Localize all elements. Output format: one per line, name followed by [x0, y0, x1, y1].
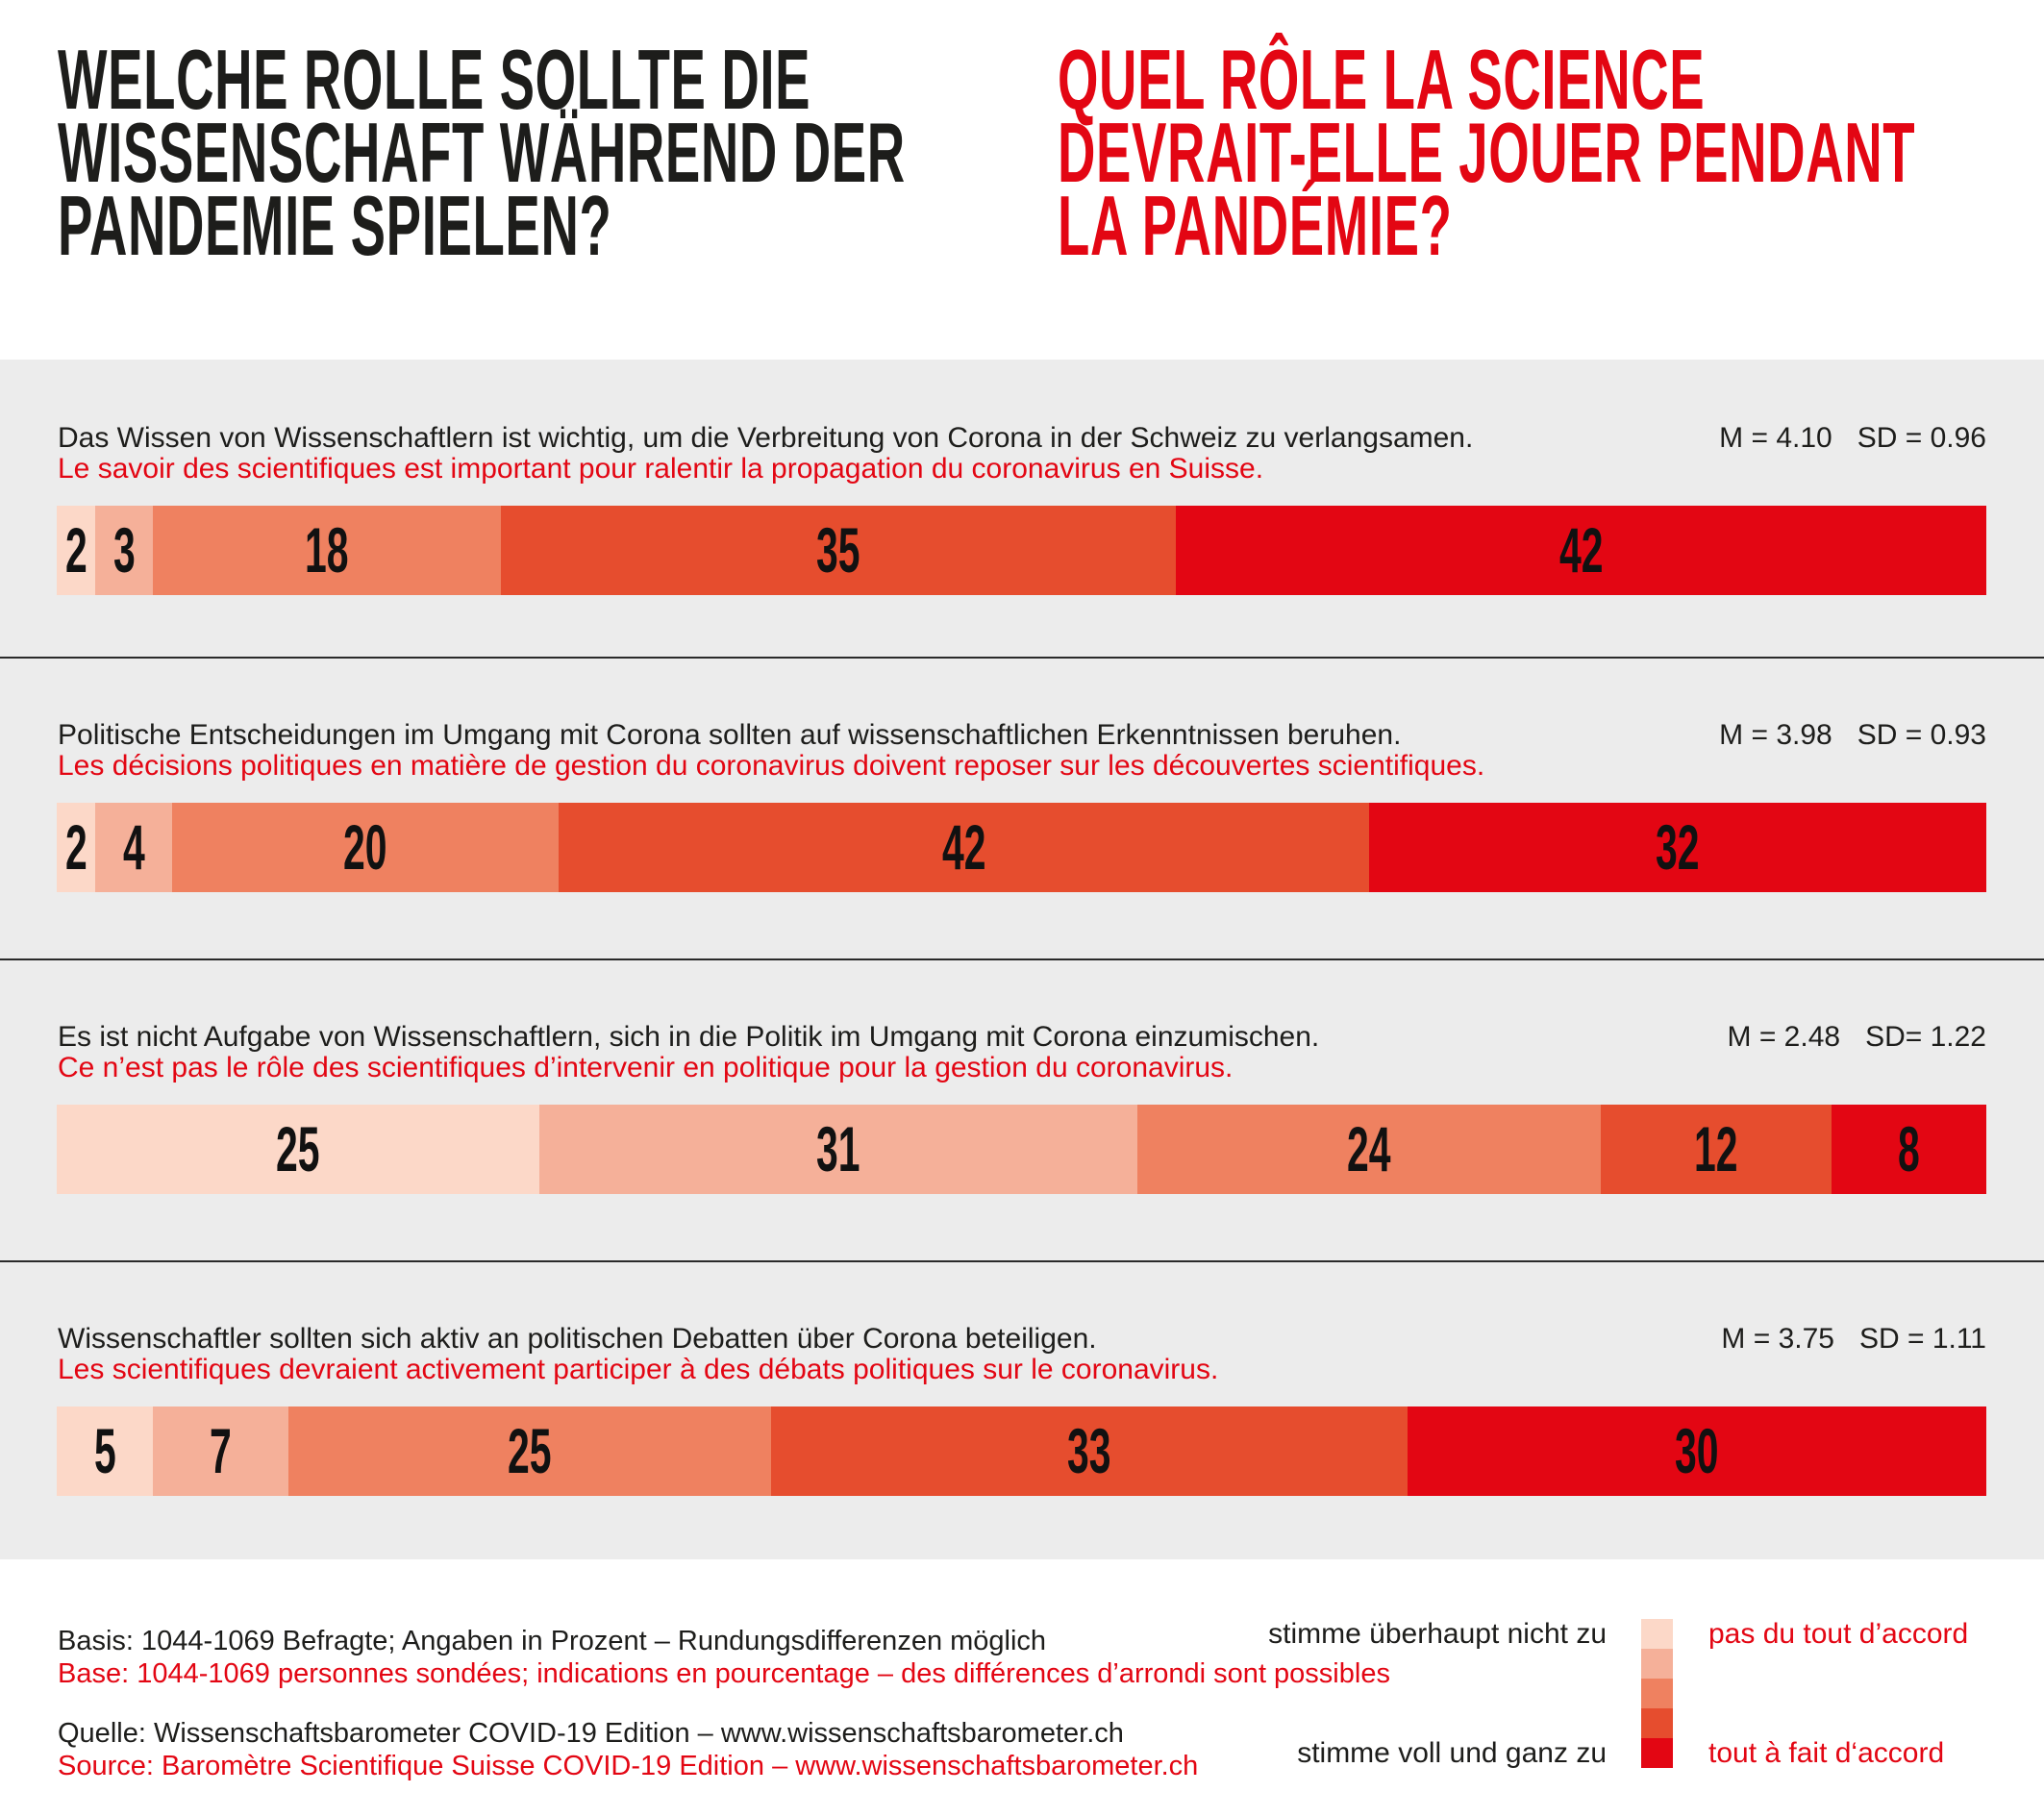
question-text-german: Wissenschaftler sollten sich aktiv an po… — [58, 1323, 1097, 1355]
legend-swatch — [1641, 1708, 1673, 1738]
bar-segment-value: 2 — [64, 811, 87, 883]
legend-swatch — [1641, 1649, 1673, 1679]
legend-swatch — [1641, 1679, 1673, 1708]
bar-segment: 25 — [287, 1406, 771, 1496]
bar-segment: 30 — [1407, 1406, 1986, 1496]
bar-segment-value: 30 — [1675, 1415, 1719, 1486]
question-text-french: Les scientifiques devraient activement p… — [58, 1354, 1219, 1385]
bar-segment-value: 33 — [1066, 1415, 1111, 1486]
mean-value: M = 4.10 — [1719, 422, 1832, 454]
statistics: M = 3.75 SD = 1.11 — [1721, 1322, 1986, 1357]
bar-segment: 4 — [95, 803, 173, 892]
title-fr-line3: LA PANDÉMIE? — [1058, 178, 1453, 273]
legend-color-scale — [1641, 1619, 1673, 1768]
bar-segment: 3 — [95, 506, 154, 595]
title-de-line1: WELCHE ROLLE SOLLTE DIE — [58, 32, 811, 127]
row-divider — [0, 958, 2044, 960]
title-de-line3: PANDEMIE SPIELEN? — [58, 178, 612, 273]
bar-segment-value: 2 — [64, 514, 87, 585]
page-title-french: QUEL RÔLE LA SCIENCE DEVRAIT-ELLE JOUER … — [1058, 32, 2044, 273]
bar-segment-value: 7 — [210, 1415, 232, 1486]
sd-value: SD = 0.93 — [1857, 719, 1986, 751]
mean-value: M = 3.75 — [1721, 1323, 1834, 1355]
question-row-1: Das Wissen von Wissenschaftlern ist wich… — [0, 360, 2044, 657]
bar-segment-value: 35 — [816, 514, 860, 585]
bar-segment-value: 4 — [122, 811, 145, 883]
bar-segment: 24 — [1136, 1105, 1601, 1194]
bar-segment-value: 31 — [816, 1113, 860, 1184]
bar-segment: 42 — [1176, 506, 1986, 595]
legend-swatch — [1641, 1738, 1673, 1768]
bar-segment: 5 — [57, 1406, 154, 1496]
question-text-french: Ce n’est pas le rôle des scientifiques d… — [58, 1052, 1234, 1083]
footer-source-german: Quelle: Wissenschaftsbarometer COVID-19 … — [58, 1718, 1124, 1749]
bar-segment: 35 — [500, 506, 1177, 595]
bar-segment-value: 3 — [112, 514, 136, 585]
bar-segment: 31 — [538, 1105, 1137, 1194]
mean-value: M = 2.48 — [1727, 1021, 1841, 1053]
bar-segment: 12 — [1600, 1105, 1832, 1194]
stacked-bar: 2 3 18 35 42 — [57, 506, 1986, 595]
bar-segment: 2 — [57, 803, 96, 892]
legend-min-label-german: stimme überhaupt nicht zu — [1268, 1618, 1607, 1650]
stacked-bar: 25 31 24 12 8 — [57, 1105, 1986, 1194]
question-text-german: Politische Entscheidungen im Umgang mit … — [58, 719, 1402, 751]
statistics: M = 4.10 SD = 0.96 — [1719, 421, 1986, 456]
bar-segment-value: 32 — [1656, 811, 1700, 883]
bar-segment: 20 — [172, 803, 559, 892]
bar-segment: 33 — [770, 1406, 1408, 1496]
bar-segment-value: 18 — [305, 514, 349, 585]
page-title-german: WELCHE ROLLE SOLLTE DIE WISSENSCHAFT WÄH… — [58, 32, 1425, 273]
footer-basis-german: Basis: 1044-1069 Befragte; Angaben in Pr… — [58, 1626, 1047, 1656]
question-text-german: Es ist nicht Aufgabe von Wissenschaftler… — [58, 1021, 1320, 1053]
bar-segment: 18 — [153, 506, 501, 595]
legend-swatch — [1641, 1619, 1673, 1649]
bar-segment: 8 — [1832, 1105, 1986, 1194]
bar-segment: 42 — [558, 803, 1369, 892]
row-divider — [0, 657, 2044, 659]
question-row-4: Wissenschaftler sollten sich aktiv an po… — [0, 1260, 2044, 1559]
bar-segment-value: 5 — [93, 1415, 116, 1486]
question-row-2: Politische Entscheidungen im Umgang mit … — [0, 657, 2044, 958]
legend-max-label-german: stimme voll und ganz zu — [1297, 1737, 1607, 1769]
footer-source-french: Source: Baromètre Scientifique Suisse CO… — [58, 1751, 1199, 1781]
legend-max-label-french: tout à fait d‘accord — [1708, 1737, 1945, 1769]
statistics: M = 2.48 SD= 1.22 — [1728, 1020, 1987, 1055]
bar-segment: 32 — [1368, 803, 1986, 892]
stacked-bar: 2 4 20 42 32 — [57, 803, 1986, 892]
bar-segment-value: 12 — [1694, 1113, 1738, 1184]
sd-value: SD= 1.22 — [1865, 1021, 1986, 1053]
title-fr-line2: DEVRAIT-ELLE JOUER PENDANT — [1058, 105, 1916, 200]
bar-segment-value: 25 — [507, 1415, 552, 1486]
row-divider — [0, 1260, 2044, 1262]
title-de-line2: WISSENSCHAFT WÄHREND DER — [58, 105, 906, 200]
question-text-german: Das Wissen von Wissenschaftlern ist wich… — [58, 422, 1474, 454]
bar-segment-value: 42 — [941, 811, 986, 883]
title-fr-line1: QUEL RÔLE LA SCIENCE — [1058, 32, 1706, 127]
question-text-french: Les décisions politiques en matière de g… — [58, 750, 1485, 782]
legend-min-label-french: pas du tout d’accord — [1708, 1618, 1969, 1650]
bar-segment-value: 25 — [276, 1113, 320, 1184]
footer-basis-french: Base: 1044-1069 personnes sondées; indic… — [58, 1658, 1390, 1689]
sd-value: SD = 1.11 — [1858, 1323, 1986, 1355]
bar-segment-value: 20 — [343, 811, 387, 883]
bar-segment: 2 — [57, 506, 96, 595]
question-row-3: Es ist nicht Aufgabe von Wissenschaftler… — [0, 958, 2044, 1260]
bar-segment-value: 42 — [1558, 514, 1604, 585]
stacked-bar: 5 7 25 33 30 — [57, 1406, 1986, 1496]
bar-segment: 7 — [153, 1406, 288, 1496]
bar-segment-value: 8 — [1898, 1113, 1921, 1184]
sd-value: SD = 0.96 — [1857, 422, 1986, 454]
statistics: M = 3.98 SD = 0.93 — [1719, 718, 1986, 753]
bar-segment-value: 24 — [1346, 1113, 1391, 1184]
mean-value: M = 3.98 — [1719, 719, 1832, 751]
question-text-french: Le savoir des scientifiques est importan… — [58, 453, 1264, 485]
bar-segment: 25 — [57, 1105, 539, 1194]
